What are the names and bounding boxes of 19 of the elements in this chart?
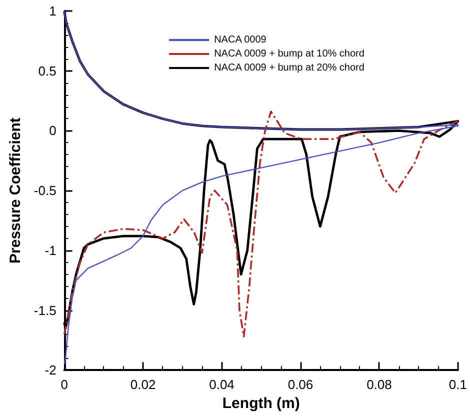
y-tick-label: -1.5 [34, 302, 56, 318]
x-tick-label: 0.08 [366, 377, 392, 392]
y-tick-label: 0 [49, 123, 56, 138]
line-series [63, 110, 459, 338]
y-tick-label: -2 [44, 362, 56, 378]
x-tick-label: 0.04 [209, 377, 234, 392]
y-tick-label: -1 [44, 242, 56, 258]
legend-label: NACA 0009 + bump at 20% chord [214, 62, 364, 74]
x-tick-label: 0 [60, 377, 68, 392]
x-tick-label: 0.02 [130, 377, 156, 392]
legend-label: NACA 0009 + bump at 10% chord [214, 48, 364, 60]
y-tick-label: -0.5 [34, 183, 56, 198]
y-tick-label: 0.5 [38, 63, 56, 78]
y-axis-title: Pressure Coefficient [7, 118, 24, 264]
x-tick-label: 0.06 [288, 377, 314, 392]
legend-label: NACA 0009 [214, 34, 267, 46]
y-tick-label: 1 [49, 4, 56, 18]
x-tick-label: 0.1 [448, 377, 468, 392]
x-axis-title: Length (m) [222, 395, 300, 412]
